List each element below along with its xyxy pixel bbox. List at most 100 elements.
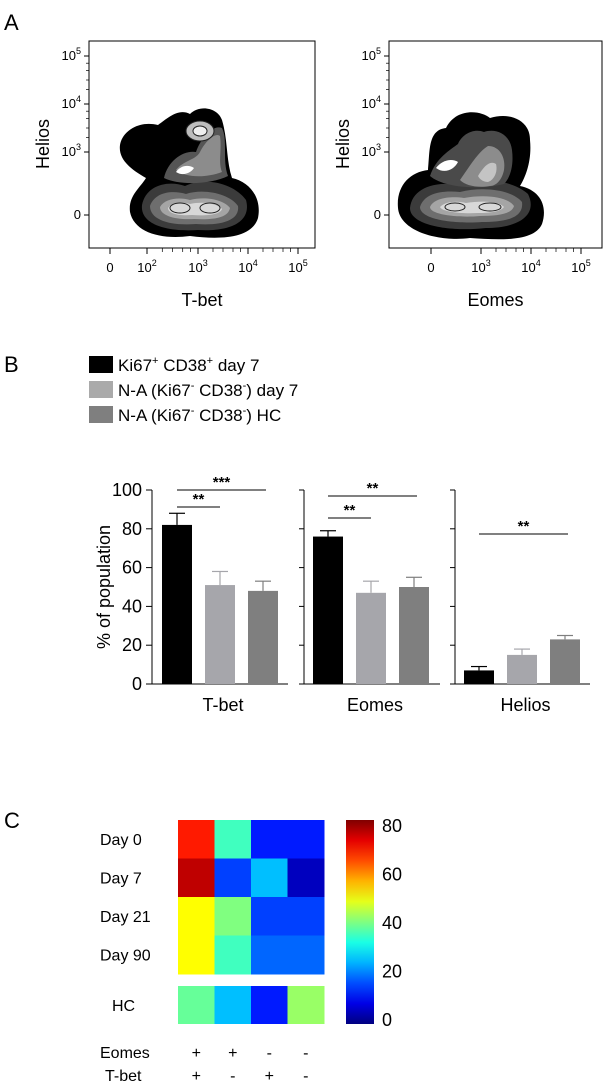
bar	[356, 592, 386, 684]
colorbar-tick-label: 40	[382, 913, 402, 933]
legend-label: Ki67+ CD38+ day 7	[118, 355, 259, 375]
bar	[248, 590, 278, 684]
heatmap-cell	[287, 820, 325, 859]
colorbar-tick-label: 60	[382, 865, 402, 885]
colorbar-tick-label: 20	[382, 962, 402, 982]
y-tick-label: 104	[62, 94, 81, 111]
heatmap-cell	[287, 858, 325, 898]
category-label: Eomes	[347, 695, 403, 715]
significance-label: **	[367, 480, 379, 497]
x-tick-label: 0	[427, 260, 434, 275]
panel-a-letter: A	[4, 10, 19, 35]
flow-density-contours	[397, 112, 544, 240]
heatmap-cell	[251, 858, 288, 898]
x-tick-label: 103	[188, 258, 207, 275]
y-tick-label: 0	[132, 674, 142, 694]
flow-plot-eomes	[388, 40, 603, 249]
bar-group-eomes: Eomes	[299, 489, 440, 715]
flow-axis-group: 0 103 104 105 0 103 104 105 Eomes Helios	[333, 46, 591, 310]
category-label: Helios	[500, 695, 550, 715]
category-label: T-bet	[202, 695, 243, 715]
heatmap-row: Day 90	[100, 935, 325, 975]
bar	[464, 670, 494, 684]
legend-swatch	[89, 356, 113, 373]
heatmap-row-label: HC	[112, 998, 135, 1015]
heatmap-cell	[251, 935, 288, 975]
legend-item: N-A (Ki67- CD38-) day 7	[89, 380, 298, 400]
x-tick-label: 0	[106, 260, 113, 275]
legend-swatch	[89, 381, 113, 398]
heatmap-cell	[214, 820, 252, 859]
heatmap-row-label: Day 90	[100, 948, 151, 965]
flow-plot-axes: 0 103 104 105 0 102 103 104 105 T-bet Helios 0 103 10…	[33, 46, 591, 310]
column-label-title: T-bet	[105, 1068, 142, 1085]
bar	[399, 587, 429, 684]
y-tick-label: 103	[362, 142, 381, 159]
significance-marker: **	[328, 502, 371, 519]
heatmap-cell	[251, 897, 288, 936]
heatmap-row: Day 21	[100, 897, 325, 936]
heatmap-cell	[178, 858, 215, 898]
significance-label: **	[344, 502, 356, 519]
column-label-title: Eomes	[100, 1045, 150, 1062]
legend-item: N-A (Ki67- CD38-) HC	[89, 405, 281, 425]
x-tick-label: 102	[137, 258, 156, 275]
heatmap-cell	[214, 858, 252, 898]
column-label-row: Eomes + + - -	[100, 1045, 308, 1062]
y-tick-label: 100	[112, 480, 142, 500]
significance-marker: ***	[177, 474, 266, 491]
y-tick-label: 105	[62, 46, 81, 63]
column-sign: -	[303, 1045, 308, 1062]
x-tick-label: 104	[238, 258, 257, 275]
heatmap-row: Day 7	[100, 858, 325, 898]
heatmap-cell	[214, 935, 252, 975]
y-axis-title: Helios	[333, 119, 353, 169]
colorbar-gradient	[346, 820, 374, 1024]
legend: Ki67+ CD38+ day 7 N-A (Ki67- CD38-) day …	[89, 355, 298, 425]
panel-b-letter: B	[4, 352, 19, 377]
x-tick-label: 103	[471, 258, 490, 275]
bar	[507, 654, 537, 684]
column-sign: +	[192, 1045, 201, 1062]
column-sign: +	[228, 1045, 237, 1062]
y-tick-label: 105	[362, 46, 381, 63]
x-axis-title: Eomes	[467, 290, 523, 310]
significance-marker: **	[328, 480, 417, 497]
column-sign: -	[267, 1045, 272, 1062]
flow-plot-frame	[88, 40, 316, 249]
column-sign: -	[303, 1068, 308, 1085]
colorbar-tick-label: 0	[382, 1010, 392, 1030]
y-tick-label: 0	[74, 207, 81, 222]
column-sign: -	[230, 1068, 235, 1085]
x-tick-label: 105	[571, 258, 590, 275]
colorbar-tick-label: 80	[382, 816, 402, 836]
legend-item: Ki67+ CD38+ day 7	[89, 355, 259, 375]
y-tick-label: 104	[362, 94, 381, 111]
bar	[550, 639, 580, 684]
flow-plot-tbet	[88, 40, 316, 249]
y-tick-label: 103	[62, 142, 81, 159]
significance-label: ***	[213, 474, 231, 491]
y-tick-label: 0	[374, 207, 381, 222]
column-sign: +	[192, 1068, 201, 1085]
x-tick-label: 104	[521, 258, 540, 275]
column-label-row: T-bet + - + -	[105, 1068, 308, 1085]
y-axis-title: Helios	[33, 119, 53, 169]
heatmap-cell	[178, 986, 215, 1024]
heatmap-cell	[251, 820, 288, 859]
heatmap-cell	[214, 986, 252, 1024]
heatmap-cell	[287, 986, 325, 1024]
legend-label: N-A (Ki67- CD38-) day 7	[118, 380, 298, 400]
heatmap-cell	[287, 935, 325, 975]
y-tick-label: 60	[122, 558, 142, 578]
flow-density-contours	[119, 108, 259, 238]
y-axis-title: % of population	[94, 525, 114, 649]
legend-label: N-A (Ki67- CD38-) HC	[118, 405, 281, 425]
heatmap-cell	[287, 897, 325, 936]
flow-plot-frame	[388, 40, 603, 249]
y-axis: 0 20 40 60 80 100 % of population	[94, 480, 152, 694]
heatmap-row-label: Day 7	[100, 871, 142, 888]
column-sign: +	[265, 1068, 274, 1085]
y-tick-label: 40	[122, 596, 142, 616]
significance-marker: **	[479, 518, 568, 535]
